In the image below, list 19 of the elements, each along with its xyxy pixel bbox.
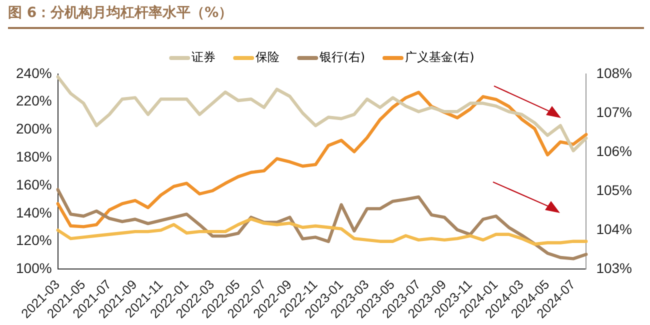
y2-tick-label: 108%	[596, 64, 632, 81]
y2-tick-label: 104%	[596, 221, 632, 238]
y2-tick-label: 103%	[596, 260, 632, 276]
y-tick-label: 120%	[16, 232, 52, 248]
y2-tick-label: 105%	[596, 182, 632, 198]
y-tick-label: 160%	[16, 176, 52, 192]
legend-label: 广义基金(右)	[405, 50, 474, 64]
y-tick-label: 200%	[16, 120, 52, 137]
y2-tick-label: 106%	[596, 142, 632, 159]
y-tick-label: 100%	[16, 260, 52, 276]
y2-tick-label: 107%	[596, 104, 632, 120]
chart-title: 图 6：分机构月均杠杆率水平（%）	[8, 4, 233, 22]
y-tick-label: 220%	[16, 92, 52, 109]
legend-label: 证券	[192, 50, 216, 64]
legend-label: 银行(右)	[318, 50, 366, 64]
y-tick-label: 140%	[16, 204, 52, 220]
y-tick-label: 240%	[16, 64, 52, 81]
legend-label: 保险	[256, 50, 280, 64]
y-tick-label: 180%	[16, 148, 52, 165]
